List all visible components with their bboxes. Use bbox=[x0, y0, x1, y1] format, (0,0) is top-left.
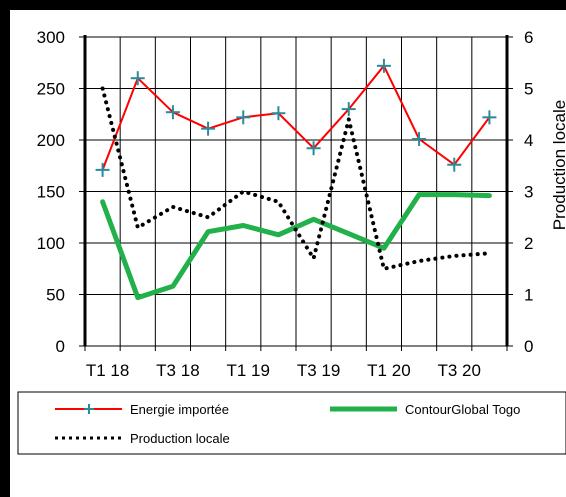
y-left-tick-label: 50 bbox=[46, 286, 65, 305]
y-right-tick-label: 2 bbox=[524, 234, 533, 253]
legend-label-contourglobal-togo: ContourGlobal Togo bbox=[405, 402, 520, 417]
y-left-tick-label: 150 bbox=[37, 183, 65, 202]
legend-label-energie-importee: Energie importée bbox=[130, 402, 229, 417]
legend-box bbox=[17, 391, 566, 455]
legend-marker-energie-importee bbox=[84, 404, 94, 414]
data-point-energie-importee bbox=[447, 157, 462, 172]
x-tick-label: T1 18 bbox=[86, 361, 129, 380]
legend: Energie importée ContourGlobal Togo Prod… bbox=[17, 391, 566, 455]
y-left-tick-label: 300 bbox=[37, 28, 65, 47]
data-point-energie-importee bbox=[306, 141, 321, 156]
series-line-energie-importee bbox=[101, 64, 491, 171]
x-tick-label: T1 20 bbox=[367, 361, 410, 380]
legend-label-production-locale: Production locale bbox=[130, 431, 230, 446]
y-axis-left-ticks: 0 50 100 150 200 250 300 bbox=[37, 28, 85, 356]
x-tick-label: T3 18 bbox=[156, 361, 199, 380]
y-axis-right-ticks: 0 1 2 3 4 5 6 bbox=[507, 28, 533, 356]
y-axis-right-label: Production locale bbox=[550, 100, 566, 230]
y-right-tick-label: 5 bbox=[524, 80, 533, 99]
data-point-energie-importee bbox=[130, 71, 145, 86]
y-right-tick-label: 0 bbox=[524, 337, 533, 356]
series-layer bbox=[95, 58, 497, 301]
data-point-energie-importee bbox=[165, 105, 180, 120]
y-left-tick-label: 250 bbox=[37, 80, 65, 99]
y-right-tick-label: 6 bbox=[524, 28, 533, 47]
x-tick-label: T1 19 bbox=[227, 361, 270, 380]
data-point-energie-importee bbox=[482, 110, 497, 125]
x-tick-label: T3 19 bbox=[297, 361, 340, 380]
data-point-energie-importee bbox=[95, 162, 110, 177]
x-axis-ticks: T1 18 T3 18 T1 19 T3 19 T1 20 T3 20 bbox=[84, 346, 508, 380]
data-point-energie-importee bbox=[412, 131, 427, 146]
y-left-tick-label: 200 bbox=[37, 131, 65, 150]
y-left-tick-label: 0 bbox=[56, 337, 65, 356]
data-point-energie-importee bbox=[341, 102, 356, 117]
data-point-energie-importee bbox=[376, 58, 391, 73]
data-point-energie-importee bbox=[271, 106, 286, 121]
data-point-energie-importee bbox=[236, 110, 251, 125]
y-right-tick-label: 1 bbox=[524, 286, 533, 305]
series-line-production-locale bbox=[100, 86, 492, 271]
data-point-energie-importee bbox=[201, 121, 216, 136]
y-right-tick-label: 4 bbox=[524, 131, 533, 150]
y-right-tick-label: 3 bbox=[524, 183, 533, 202]
series-line-contourglobal-togo bbox=[100, 192, 492, 301]
y-left-tick-label: 100 bbox=[37, 234, 65, 253]
x-tick-label: T3 20 bbox=[438, 361, 481, 380]
